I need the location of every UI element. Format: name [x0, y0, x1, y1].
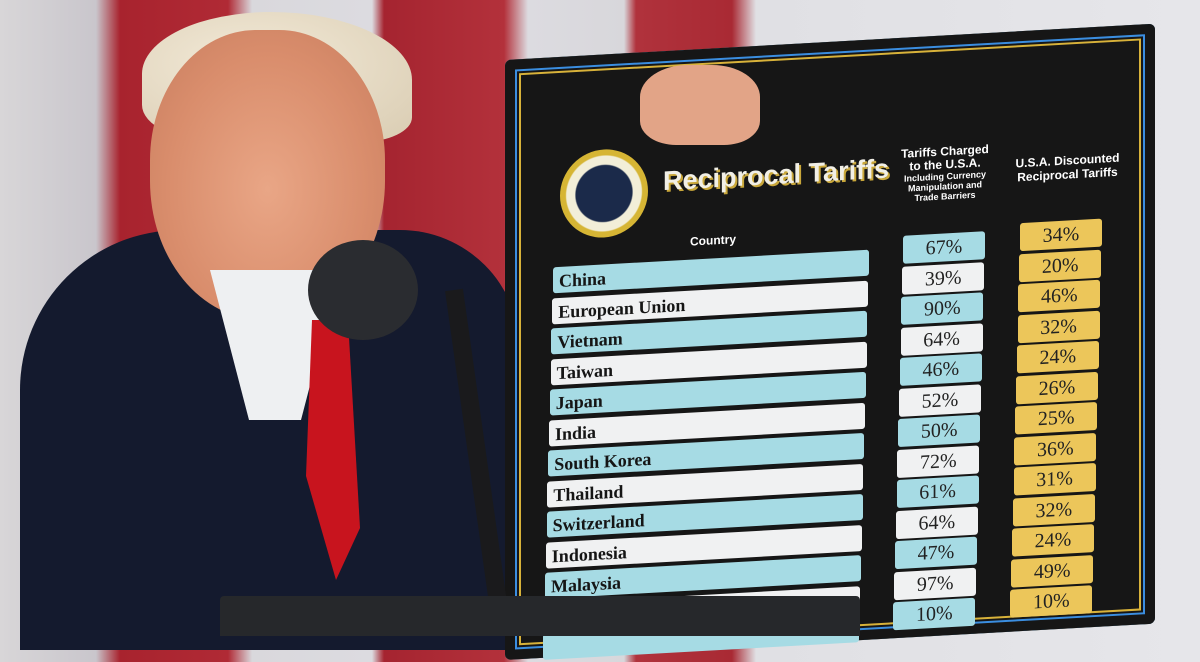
charged-cell: 39% — [902, 261, 985, 295]
discounted-cell: 32% — [1012, 493, 1095, 527]
discounted-cell: 10% — [1010, 585, 1093, 618]
charged-cell: 64% — [895, 506, 978, 539]
discounted-cell: 25% — [1015, 401, 1098, 435]
charged-cell: 52% — [899, 383, 981, 417]
charged-cell: 61% — [896, 475, 979, 509]
discounted-cell: 36% — [1014, 432, 1097, 466]
discounted-cell: 24% — [1016, 340, 1099, 374]
header-country: Country — [690, 232, 736, 249]
charged-cell: 47% — [895, 536, 977, 570]
charged-cell: 67% — [903, 231, 985, 264]
discounted-cell: 24% — [1012, 524, 1094, 557]
tariff-board: Reciprocal Tariffs Tariffs Charged to th… — [505, 23, 1155, 660]
microphone-icon — [308, 240, 418, 340]
charged-cell: 97% — [894, 567, 977, 600]
header-charged: Tariffs Charged to the U.S.A. Including … — [895, 142, 995, 205]
discounted-cell: 49% — [1011, 554, 1094, 588]
discounted-cell: 26% — [1016, 371, 1098, 404]
podium — [220, 596, 860, 636]
charged-cell: 46% — [899, 353, 982, 386]
charged-cell: 90% — [901, 292, 984, 325]
discounted-cell: 20% — [1019, 249, 1102, 282]
charged-cell: 72% — [897, 444, 980, 478]
board-title: Reciprocal Tariffs — [663, 153, 890, 197]
header-discounted: U.S.A. Discounted Reciprocal Tariffs — [1015, 150, 1120, 185]
hand — [640, 65, 760, 145]
header-charged-sub: Including Currency Manipulation and Trad… — [903, 169, 986, 204]
charged-cell: 50% — [898, 414, 981, 448]
charged-cell: 10% — [893, 597, 976, 631]
discounted-cell: 46% — [1018, 279, 1101, 313]
discounted-cell: 34% — [1020, 218, 1102, 252]
discounted-cell: 31% — [1013, 462, 1096, 496]
discounted-cell: 32% — [1017, 310, 1100, 343]
presidential-seal-icon — [560, 147, 648, 240]
charged-cell: 64% — [900, 322, 983, 356]
